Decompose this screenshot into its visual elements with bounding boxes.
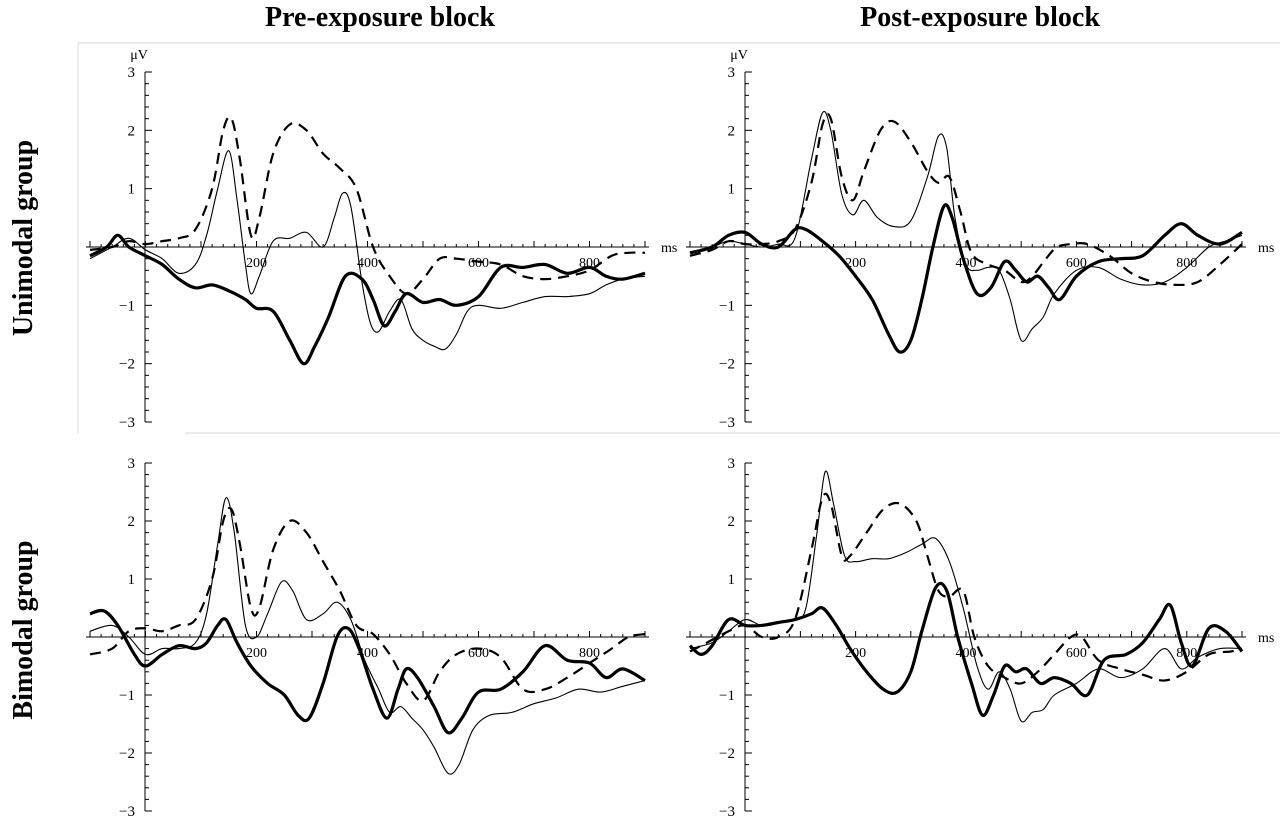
y-axis-unit-label: μV: [730, 48, 748, 63]
x-tick-label: 800: [579, 646, 600, 661]
y-tick-label: 3: [128, 456, 136, 472]
series-line-dashed: [689, 492, 1243, 685]
y-tick-label: 2: [728, 514, 736, 530]
y-tick-label: −2: [119, 357, 135, 373]
y-tick-label: −1: [119, 298, 135, 314]
series-line-thick-solid: [689, 203, 1243, 354]
series-line-dashed: [89, 115, 646, 295]
y-tick-label: 3: [728, 456, 736, 472]
x-tick-label: 600: [1066, 646, 1087, 661]
column-title-post-exposure: Post-exposure block: [860, 2, 1100, 33]
panel-frames: [77, 42, 1280, 434]
y-tick-label: −3: [719, 804, 735, 820]
series-line-thick-solid: [89, 233, 646, 366]
y-tick-label: −3: [119, 804, 135, 820]
x-tick-label: 200: [246, 256, 267, 271]
x-axis-unit-label: ms: [1258, 241, 1274, 256]
y-tick-label: −2: [719, 357, 735, 373]
series-line-thin-solid: [689, 111, 1243, 342]
series-line-thin-solid: [89, 497, 646, 775]
y-tick-label: −3: [119, 415, 135, 431]
x-tick-label: 800: [1176, 256, 1197, 271]
series-line-dashed: [89, 506, 646, 703]
y-tick-label: 2: [128, 514, 136, 530]
y-tick-label: −1: [719, 688, 735, 704]
x-tick-label: 800: [1176, 646, 1197, 661]
y-axis-unit-label: μV: [130, 48, 148, 63]
x-tick-label: 400: [357, 256, 378, 271]
y-tick-label: −3: [719, 415, 735, 431]
x-tick-label: 200: [246, 646, 267, 661]
series-line-thick-solid: [688, 581, 1244, 717]
x-axis-unit-label: ms: [661, 241, 677, 256]
x-tick-label: 600: [1066, 256, 1087, 271]
series-line-thick-solid: [89, 608, 646, 735]
y-tick-label: 3: [728, 65, 736, 81]
y-tick-label: 1: [728, 572, 736, 588]
y-tick-label: 2: [728, 123, 736, 139]
y-tick-label: −2: [719, 746, 735, 762]
y-tick-label: −2: [119, 746, 135, 762]
y-tick-label: 1: [728, 182, 736, 198]
y-tick-label: −1: [719, 298, 735, 314]
y-tick-label: −1: [119, 688, 135, 704]
x-tick-label: 600: [468, 256, 489, 271]
y-tick-label: 1: [128, 572, 136, 588]
series-line-thin-solid: [89, 150, 646, 351]
y-tick-label: 3: [128, 65, 136, 81]
y-tick-label: 1: [128, 182, 136, 198]
column-title-pre-exposure: Pre-exposure block: [265, 2, 495, 33]
series-line-dashed: [689, 112, 1243, 287]
y-tick-label: 2: [128, 123, 136, 139]
x-axis-unit-label: ms: [1258, 631, 1274, 646]
